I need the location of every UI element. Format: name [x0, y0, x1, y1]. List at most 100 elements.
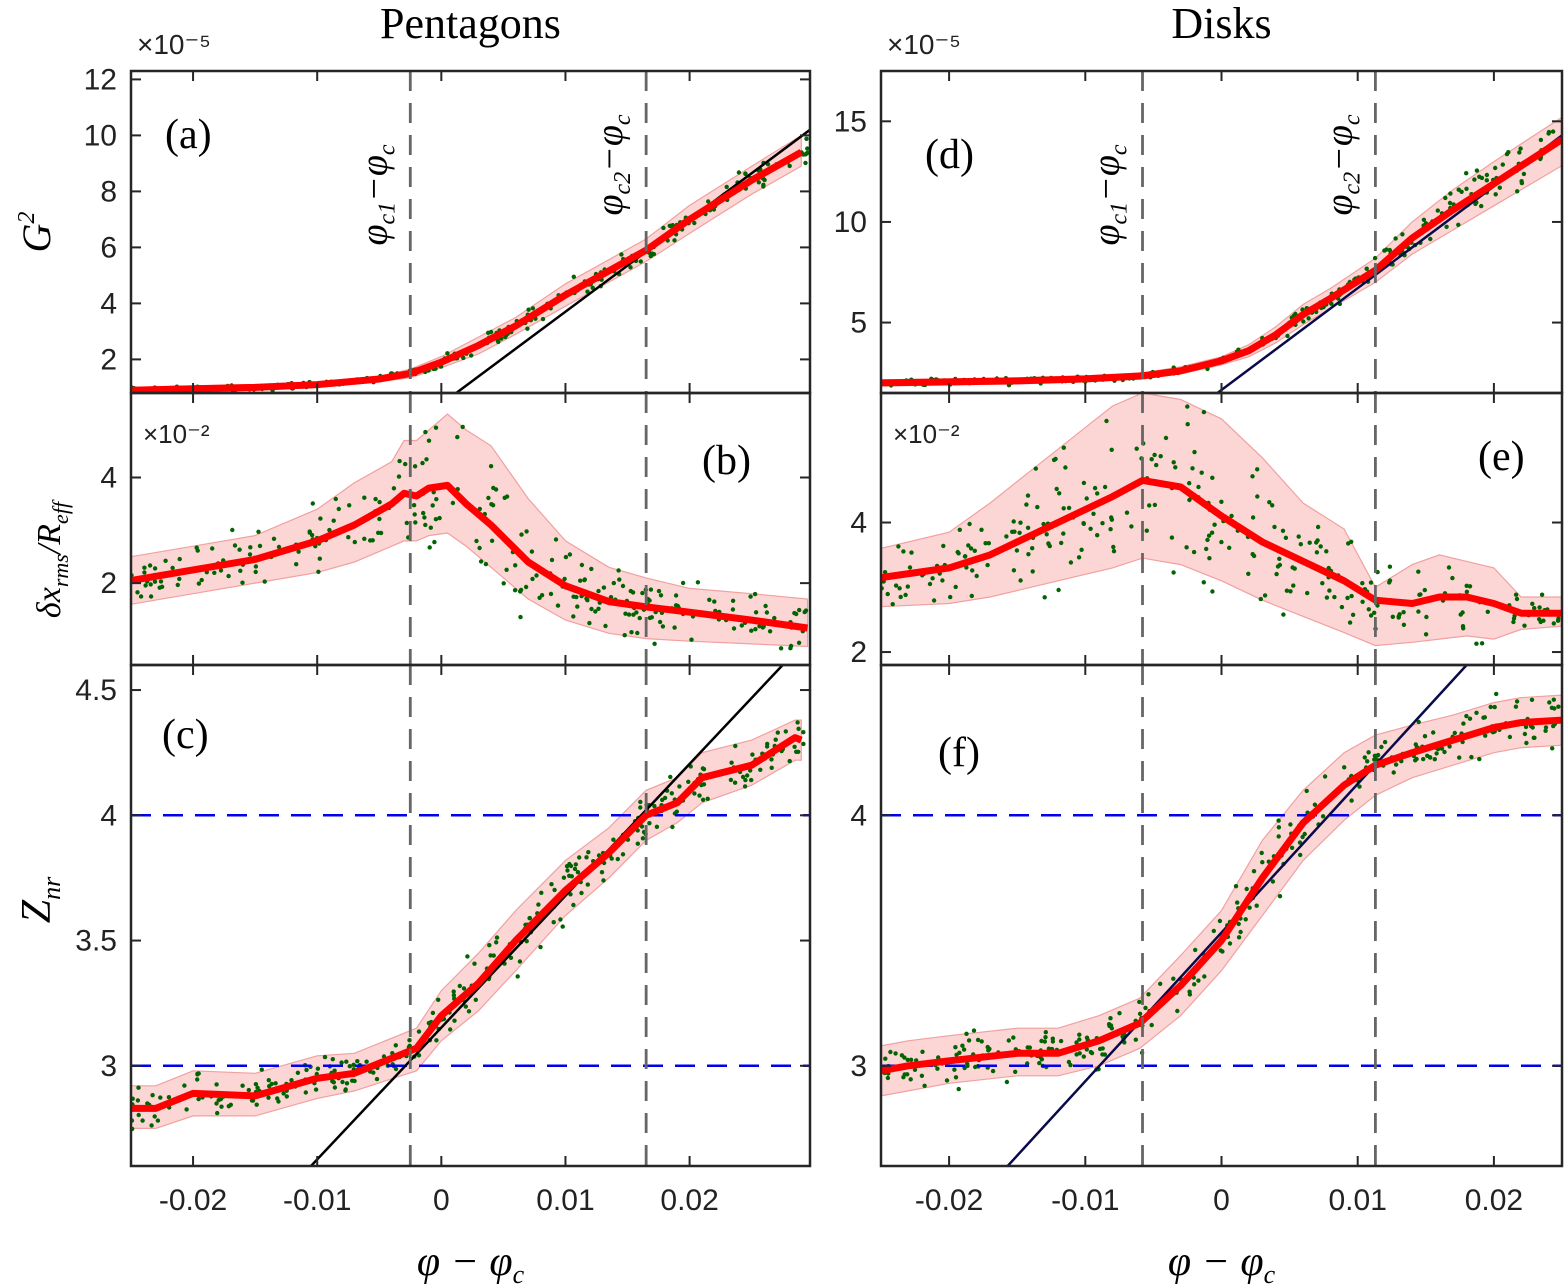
data-point: [1479, 641, 1485, 646]
data-point: [615, 856, 620, 862]
ytick-label: 4: [100, 799, 117, 832]
data-point: [426, 1020, 432, 1026]
data-point: [364, 1059, 369, 1064]
data-point: [1431, 730, 1436, 735]
data-point: [1095, 533, 1100, 538]
data-point: [226, 573, 231, 579]
data-point: [1397, 612, 1402, 617]
data-point: [170, 565, 175, 571]
data-point: [919, 1073, 925, 1079]
data-point: [589, 566, 594, 572]
data-point: [1500, 162, 1506, 167]
data-point: [303, 1090, 308, 1095]
data-point: [1149, 1022, 1154, 1028]
data-point: [757, 624, 762, 629]
data-point: [142, 570, 147, 575]
data-point: [393, 1043, 398, 1048]
data-point: [352, 539, 357, 545]
data-point: [957, 527, 962, 532]
data-point: [483, 561, 489, 567]
data-point: [802, 609, 807, 615]
data-point: [1199, 470, 1204, 475]
data-point: [1074, 1040, 1079, 1045]
data-point: [1152, 452, 1157, 458]
data-point: [1320, 581, 1325, 586]
data-point: [1084, 1035, 1090, 1040]
data-point: [436, 997, 441, 1002]
data-point: [232, 543, 238, 548]
data-point: [478, 559, 484, 564]
data-point: [1111, 544, 1116, 550]
data-point: [373, 496, 378, 502]
data-point: [965, 1061, 970, 1067]
data-point: [689, 637, 694, 642]
data-point: [552, 887, 557, 893]
data-point: [1039, 1057, 1045, 1062]
data-point: [257, 543, 263, 549]
data-point: [313, 1087, 319, 1092]
data-point: [1289, 845, 1295, 850]
data-point: [549, 882, 554, 887]
data-point: [463, 1004, 468, 1009]
data-point: [1088, 1049, 1094, 1055]
data-point: [1432, 757, 1438, 762]
axes-box: [879, 69, 1564, 395]
data-point: [1393, 762, 1399, 767]
data-point: [1292, 566, 1297, 571]
data-point: [701, 767, 707, 772]
data-point: [461, 355, 466, 361]
data-point: [1017, 530, 1022, 535]
vline-label-1: φc1−φc: [353, 144, 400, 245]
xtick-label: 0: [433, 1184, 450, 1217]
data-point: [1514, 699, 1520, 704]
data-point: [1472, 177, 1477, 182]
data-point: [601, 585, 607, 590]
data-point: [1108, 1016, 1113, 1021]
data-point: [1192, 449, 1197, 455]
data-point: [536, 902, 541, 907]
data-point: [1446, 565, 1452, 570]
data-point: [748, 594, 753, 599]
data-point: [765, 741, 770, 747]
data-point: [1236, 935, 1242, 940]
data-point: [990, 1068, 996, 1074]
data-point: [764, 610, 770, 615]
data-point: [1547, 700, 1552, 705]
data-point: [215, 1110, 220, 1116]
data-point: [968, 546, 974, 551]
data-point: [1464, 589, 1470, 594]
data-point: [1464, 186, 1469, 191]
data-point: [1219, 539, 1224, 545]
data-point: [1484, 178, 1490, 183]
data-point: [1277, 894, 1283, 899]
data-point: [1091, 511, 1096, 516]
panel-e: (e) ×10⁻² 2 4: [850, 391, 1564, 669]
data-point: [805, 150, 810, 155]
data-point: [347, 503, 352, 508]
data-point: [1227, 545, 1232, 550]
data-point: [1046, 541, 1051, 546]
panel-label: (d): [925, 132, 974, 178]
data-point: [1100, 1052, 1105, 1057]
data-point: [797, 607, 802, 613]
data-point: [1260, 860, 1265, 865]
data-point: [1488, 704, 1493, 710]
data-point: [960, 1043, 965, 1048]
data-point: [571, 902, 576, 908]
axes-box: [129, 663, 812, 1168]
data-point: [1357, 784, 1362, 789]
data-point: [218, 568, 224, 573]
panel-d: φc1−φc φc2−φc (d) ×10⁻⁵ 5 10 15: [834, 29, 1564, 395]
data-point: [267, 1084, 272, 1089]
data-point: [1250, 474, 1255, 479]
data-point: [763, 603, 768, 609]
ylabel-g2: G2: [14, 212, 59, 253]
data-point: [355, 1059, 360, 1064]
data-point: [422, 515, 427, 520]
data-point: [148, 594, 154, 599]
data-point: [558, 917, 563, 922]
data-point: [1171, 570, 1176, 575]
data-point: [1443, 195, 1448, 201]
data-point: [1301, 319, 1306, 324]
data-point: [496, 339, 501, 345]
